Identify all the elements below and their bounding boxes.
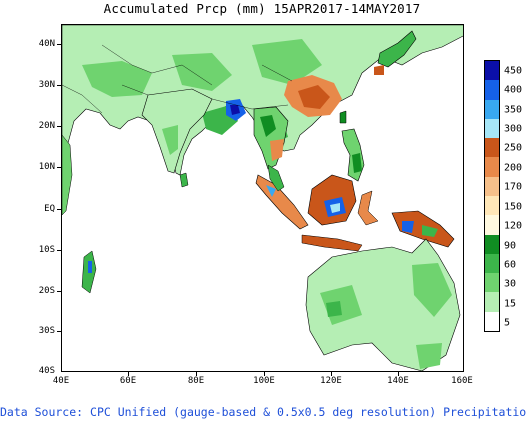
- color-scale-label: 60: [504, 259, 517, 271]
- data-source-text: CPC Unified (gauge-based & 0.5x0.5 deg r…: [90, 405, 526, 419]
- color-scale-segment: [485, 215, 499, 235]
- india-green: [162, 125, 178, 155]
- x-axis-label: 160E: [451, 376, 473, 386]
- y-tick: [57, 126, 61, 127]
- asia-mainland: [62, 25, 463, 178]
- java: [301, 234, 363, 252]
- bangladesh-max: [230, 105, 240, 115]
- tasmania-area: [416, 343, 442, 369]
- china-dry-core: [298, 85, 330, 109]
- africa-edge: [62, 134, 73, 216]
- x-tick: [398, 372, 399, 376]
- data-source-line: Data Source: CPC Unified (gauge-based & …: [0, 405, 526, 419]
- color-scale-segment: [485, 138, 499, 158]
- japan: [377, 30, 417, 68]
- indochina-dry: [270, 139, 284, 161]
- sri-lanka: [179, 172, 189, 188]
- precipitation-color-scale: [484, 60, 500, 332]
- y-axis-label: 10S: [38, 245, 55, 255]
- sumatra-wet: [266, 185, 276, 197]
- color-scale-segment: [485, 176, 499, 196]
- color-scale-segment: [485, 195, 499, 216]
- x-axis-label: 40E: [52, 376, 70, 386]
- color-scale-label: 200: [504, 162, 523, 174]
- country-borders: [62, 44, 293, 114]
- color-scale-label: 450: [504, 65, 523, 77]
- color-scale-label: 250: [504, 142, 523, 154]
- malay-peninsula: [267, 164, 285, 192]
- y-axis-label: 20N: [38, 121, 55, 131]
- color-scale-segment: [485, 99, 499, 119]
- y-tick: [57, 167, 61, 168]
- australia-dark: [326, 301, 342, 317]
- y-axis-label: 40N: [38, 39, 55, 49]
- y-tick: [57, 291, 61, 292]
- color-scale-label: 5: [504, 317, 511, 329]
- color-scale-label: 90: [504, 240, 517, 252]
- new-guinea-mid: [422, 225, 438, 237]
- y-axis-label: 10N: [38, 162, 55, 172]
- data-source-label: Data Source:: [0, 405, 84, 419]
- taiwan: [339, 110, 347, 124]
- x-tick: [196, 372, 197, 376]
- color-scale-segment: [485, 80, 499, 100]
- y-axis-label: EQ: [44, 204, 55, 214]
- color-scale-label: 150: [504, 201, 523, 213]
- precipitation-map: [61, 24, 464, 372]
- y-axis-label: 30S: [38, 326, 55, 336]
- color-scale-segment: [485, 118, 499, 139]
- color-scale-segment: [485, 253, 499, 274]
- y-tick: [57, 209, 61, 210]
- x-axis-label: 100E: [253, 376, 275, 386]
- color-scale-segment: [485, 311, 499, 331]
- y-axis-label: 40S: [38, 366, 55, 376]
- asia-green-patches: [82, 39, 322, 97]
- x-tick: [264, 372, 265, 376]
- philippines-wet: [352, 153, 362, 173]
- japan-dry: [374, 65, 384, 75]
- color-scale-label: 120: [504, 220, 523, 232]
- x-tick: [128, 372, 129, 376]
- x-axis-label: 120E: [320, 376, 342, 386]
- sulawesi: [357, 190, 379, 226]
- y-tick: [57, 85, 61, 86]
- color-scale-segment: [485, 273, 499, 293]
- color-scale-label: 30: [504, 278, 517, 290]
- x-axis-label: 140E: [387, 376, 409, 386]
- y-tick: [57, 44, 61, 45]
- new-guinea-wet: [402, 221, 414, 233]
- color-scale-label: 15: [504, 298, 517, 310]
- color-scale-label: 170: [504, 181, 523, 193]
- y-axis-label: 20S: [38, 286, 55, 296]
- x-axis-label: 80E: [187, 376, 205, 386]
- x-tick: [331, 372, 332, 376]
- madagascar-wet: [88, 261, 92, 273]
- color-scale-label: 350: [504, 104, 523, 116]
- map-title: Accumulated Prcp (mm) 15APR2017-14MAY201…: [103, 1, 421, 16]
- color-scale-segment: [485, 157, 499, 177]
- y-tick: [57, 250, 61, 251]
- x-axis-label: 60E: [119, 376, 137, 386]
- color-scale-label: 300: [504, 123, 523, 135]
- indochina-wet: [260, 115, 276, 137]
- y-axis-label: 30N: [38, 80, 55, 90]
- color-scale-label: 400: [504, 84, 523, 96]
- y-tick: [57, 331, 61, 332]
- color-scale-segment: [485, 61, 499, 81]
- borneo-max: [330, 203, 340, 213]
- color-scale-segment: [485, 234, 499, 254]
- color-scale-segment: [485, 292, 499, 312]
- australia-green: [320, 263, 452, 325]
